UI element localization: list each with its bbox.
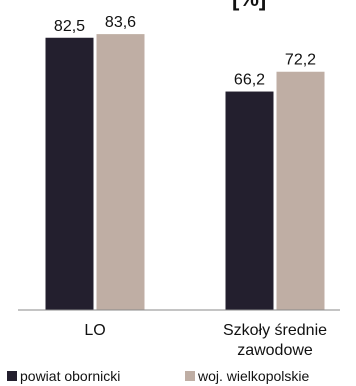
value-label: 66,2 [234,72,265,89]
legend-label: powiat obornicki [20,368,120,384]
bar-powiat-lo [45,37,94,310]
value-labels-group: 82,5 66,2 83,6 72,2 [54,14,316,88]
bar-woj-szkoly [276,71,325,311]
chart-title-partial: [%] [232,0,266,11]
value-label: 72,2 [285,52,316,69]
x-axis-ticks: LO Szkoły średnie zawodowe [84,322,327,359]
bar-powiat-szkoly [225,91,274,310]
legend: powiat obornicki woj. wielkopolskie [7,368,309,384]
value-label: 83,6 [105,14,136,31]
x-tick-label: LO [84,322,105,339]
value-label: 82,5 [54,18,85,35]
legend-label: woj. wielkopolskie [197,368,309,384]
bars-group [45,34,325,311]
chart-title: [%] [232,0,266,11]
legend-swatch [185,371,195,381]
x-tick-label: Szkoły średnie zawodowe [223,322,327,359]
legend-swatch [7,371,17,381]
bar-woj-lo [96,34,145,311]
